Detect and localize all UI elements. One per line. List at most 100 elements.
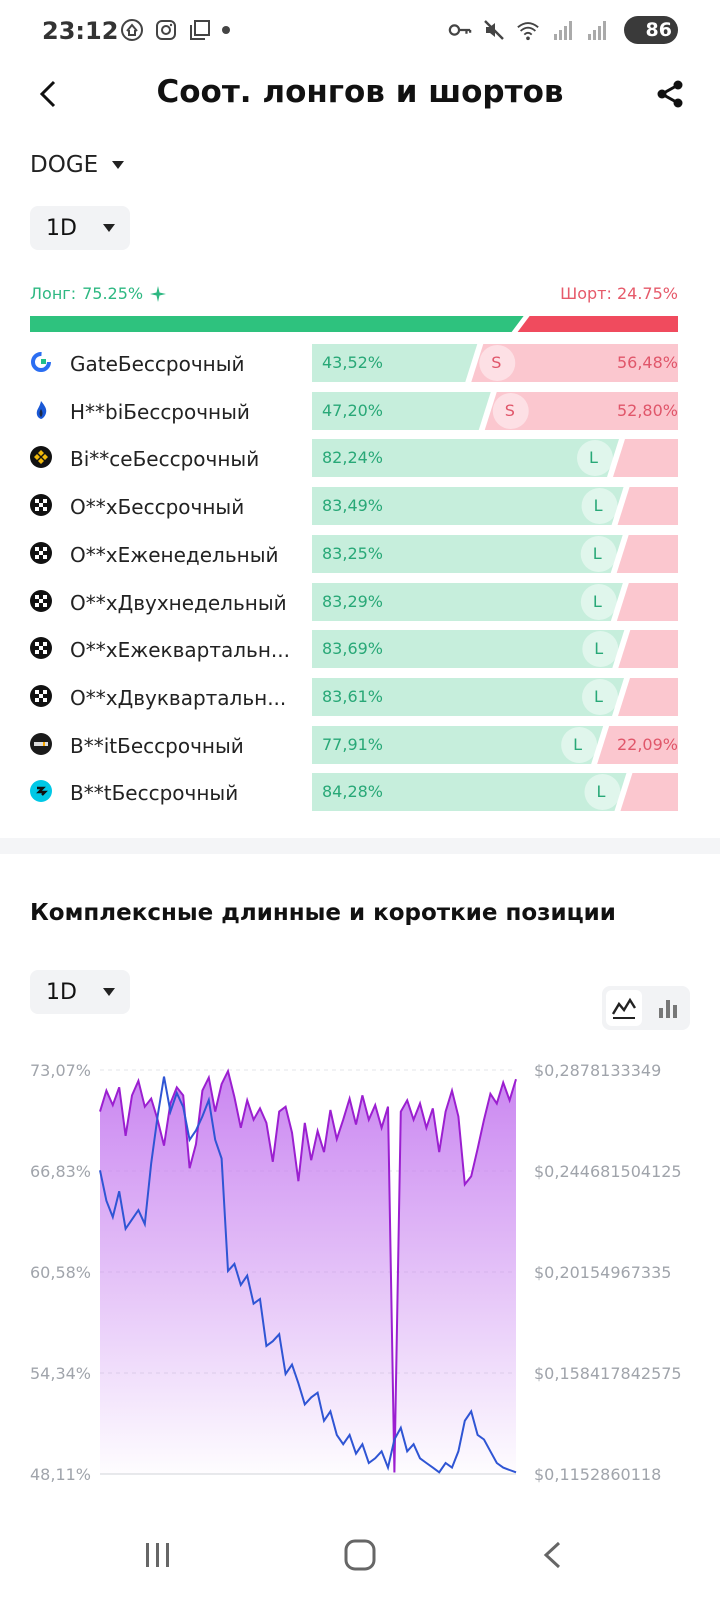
exchange-ratio-bar — [312, 487, 678, 526]
system-nav-bar — [0, 1510, 720, 1600]
gate-icon — [30, 351, 52, 373]
long-segment — [312, 582, 623, 621]
system-back-button[interactable] — [522, 1532, 582, 1578]
exchange-ratio-bar — [312, 630, 678, 669]
signal-2-icon — [584, 18, 608, 42]
back-button[interactable] — [30, 74, 66, 114]
right-tick-label: $0,158417842575 — [534, 1364, 682, 1383]
share-button[interactable] — [650, 74, 690, 114]
long-segment — [312, 677, 625, 716]
short-segment — [620, 773, 678, 812]
exchange-name: O**xЕжеквартальн... — [70, 638, 290, 663]
sparkle-icon — [150, 285, 167, 302]
instagram-icon — [154, 18, 178, 42]
line-chart-icon — [611, 997, 637, 1019]
battery-level: 86 — [645, 19, 672, 41]
home-circle-icon — [120, 18, 144, 42]
key-icon — [448, 18, 472, 42]
short-segment — [612, 439, 678, 478]
long-percent: 82,24% — [322, 448, 384, 468]
short-percent: 56,48% — [616, 353, 678, 372]
exchange-name: Bi**ceБессрочный — [70, 447, 260, 472]
long-percent: 77,91% — [322, 734, 384, 754]
right-tick-label: $0,244681504125 — [534, 1162, 682, 1181]
home-button[interactable] — [330, 1532, 390, 1578]
divider-glow — [582, 631, 619, 668]
status-left-icons — [120, 18, 230, 42]
short-summary-label: Шорт: — [560, 284, 612, 303]
dominance-tag: S — [504, 400, 515, 420]
complex-section-title: Комплексные длинные и короткие позиции — [30, 900, 616, 926]
complex-period-selector[interactable]: 1D — [30, 970, 130, 1014]
exchange-ratio-bar — [312, 582, 678, 621]
complex-chart: Gate 73,07% 66,83% 60,58% 54,34% 48,11% $0,2… — [0, 1060, 720, 1510]
divider-glow — [561, 726, 598, 763]
long-short-ratio-bar — [30, 316, 678, 332]
bybit-icon — [30, 732, 52, 755]
long-summary-label: Лонг: — [30, 284, 77, 303]
exchange-row: Bi**ceБессрочный 82,24% L — [0, 439, 720, 478]
bar-chart-toggle[interactable] — [650, 990, 686, 1026]
home-icon — [344, 1539, 376, 1571]
period-selector[interactable]: 1D — [30, 206, 130, 250]
long-percent: 83,49% — [322, 496, 384, 516]
app-header: Соот. лонгов и шортов — [0, 64, 720, 124]
share-icon — [657, 80, 683, 108]
dominance-tag: L — [594, 686, 603, 706]
status-bar: 23:12 86 — [0, 0, 720, 64]
chart-type-toggle — [602, 986, 690, 1030]
signal-1-icon — [550, 18, 574, 42]
recent-apps-icon — [146, 1543, 169, 1567]
long-percent: 83,29% — [322, 591, 384, 611]
short-segment — [597, 725, 678, 764]
exchange-row: O**xДвухнедельный 83,29% L — [0, 582, 720, 621]
exchange-name: GateБессрочный — [70, 352, 245, 376]
price-line — [99, 1076, 517, 1474]
short-percent: 52,80% — [616, 400, 678, 420]
exchange-row: O**xЕжеквартальн... 83,69% L — [0, 630, 720, 669]
okx-icon — [30, 589, 52, 612]
exchange-row: O**xДвуквартальн... 83,61% L — [0, 677, 720, 716]
line-chart-toggle[interactable] — [606, 990, 642, 1026]
right-tick-label: $0,1152860118 — [534, 1465, 662, 1484]
chevron-left-icon — [39, 80, 56, 108]
divider-glow — [580, 535, 617, 572]
wifi-icon — [516, 18, 540, 42]
long-segment — [312, 487, 624, 526]
ratio-summary: Лонг: 75.25% Шорт: 24.75% — [30, 284, 678, 308]
divider-glow — [581, 488, 618, 525]
coin-selector-label: DOGE — [30, 152, 99, 178]
status-right-icons — [448, 18, 608, 42]
section-divider — [0, 838, 720, 854]
dominance-tag: L — [592, 591, 602, 611]
short-segment — [484, 391, 678, 430]
dominance-tag: L — [592, 543, 602, 563]
long-segment — [312, 773, 627, 812]
short-segment — [618, 677, 678, 716]
bitget-icon — [30, 780, 52, 803]
right-tick-label: $0,2878133349 — [534, 1061, 662, 1080]
short-segment — [471, 344, 678, 382]
left-tick-label: 66,83% — [30, 1162, 92, 1181]
left-tick-label: 54,34% — [30, 1364, 92, 1383]
left-tick-label: 73,07% — [30, 1061, 92, 1080]
dominance-tag: L — [593, 496, 603, 516]
left-tick-label: 48,11% — [30, 1465, 92, 1484]
long-segment — [312, 534, 623, 573]
exchange-ratio-bar — [312, 534, 678, 573]
exchange-ratio-bar — [312, 773, 678, 812]
caret-down-icon — [102, 224, 115, 232]
back-arrow-icon — [543, 1541, 561, 1569]
dominance-tag: L — [594, 639, 604, 659]
recent-apps-button[interactable] — [128, 1532, 188, 1578]
dominance-tag: S — [491, 353, 502, 372]
long-segment — [312, 344, 478, 382]
left-tick-label: 60,58% — [30, 1263, 92, 1282]
exchange-row: O**xЕженедельный 83,25% L — [0, 534, 720, 573]
divider-glow — [584, 774, 621, 811]
coin-selector[interactable]: DOGE — [30, 152, 125, 178]
short-segment — [618, 630, 678, 669]
okx-icon — [30, 637, 52, 660]
exchange-name: O**xЕженедельный — [70, 542, 279, 567]
divider-glow — [580, 583, 617, 620]
